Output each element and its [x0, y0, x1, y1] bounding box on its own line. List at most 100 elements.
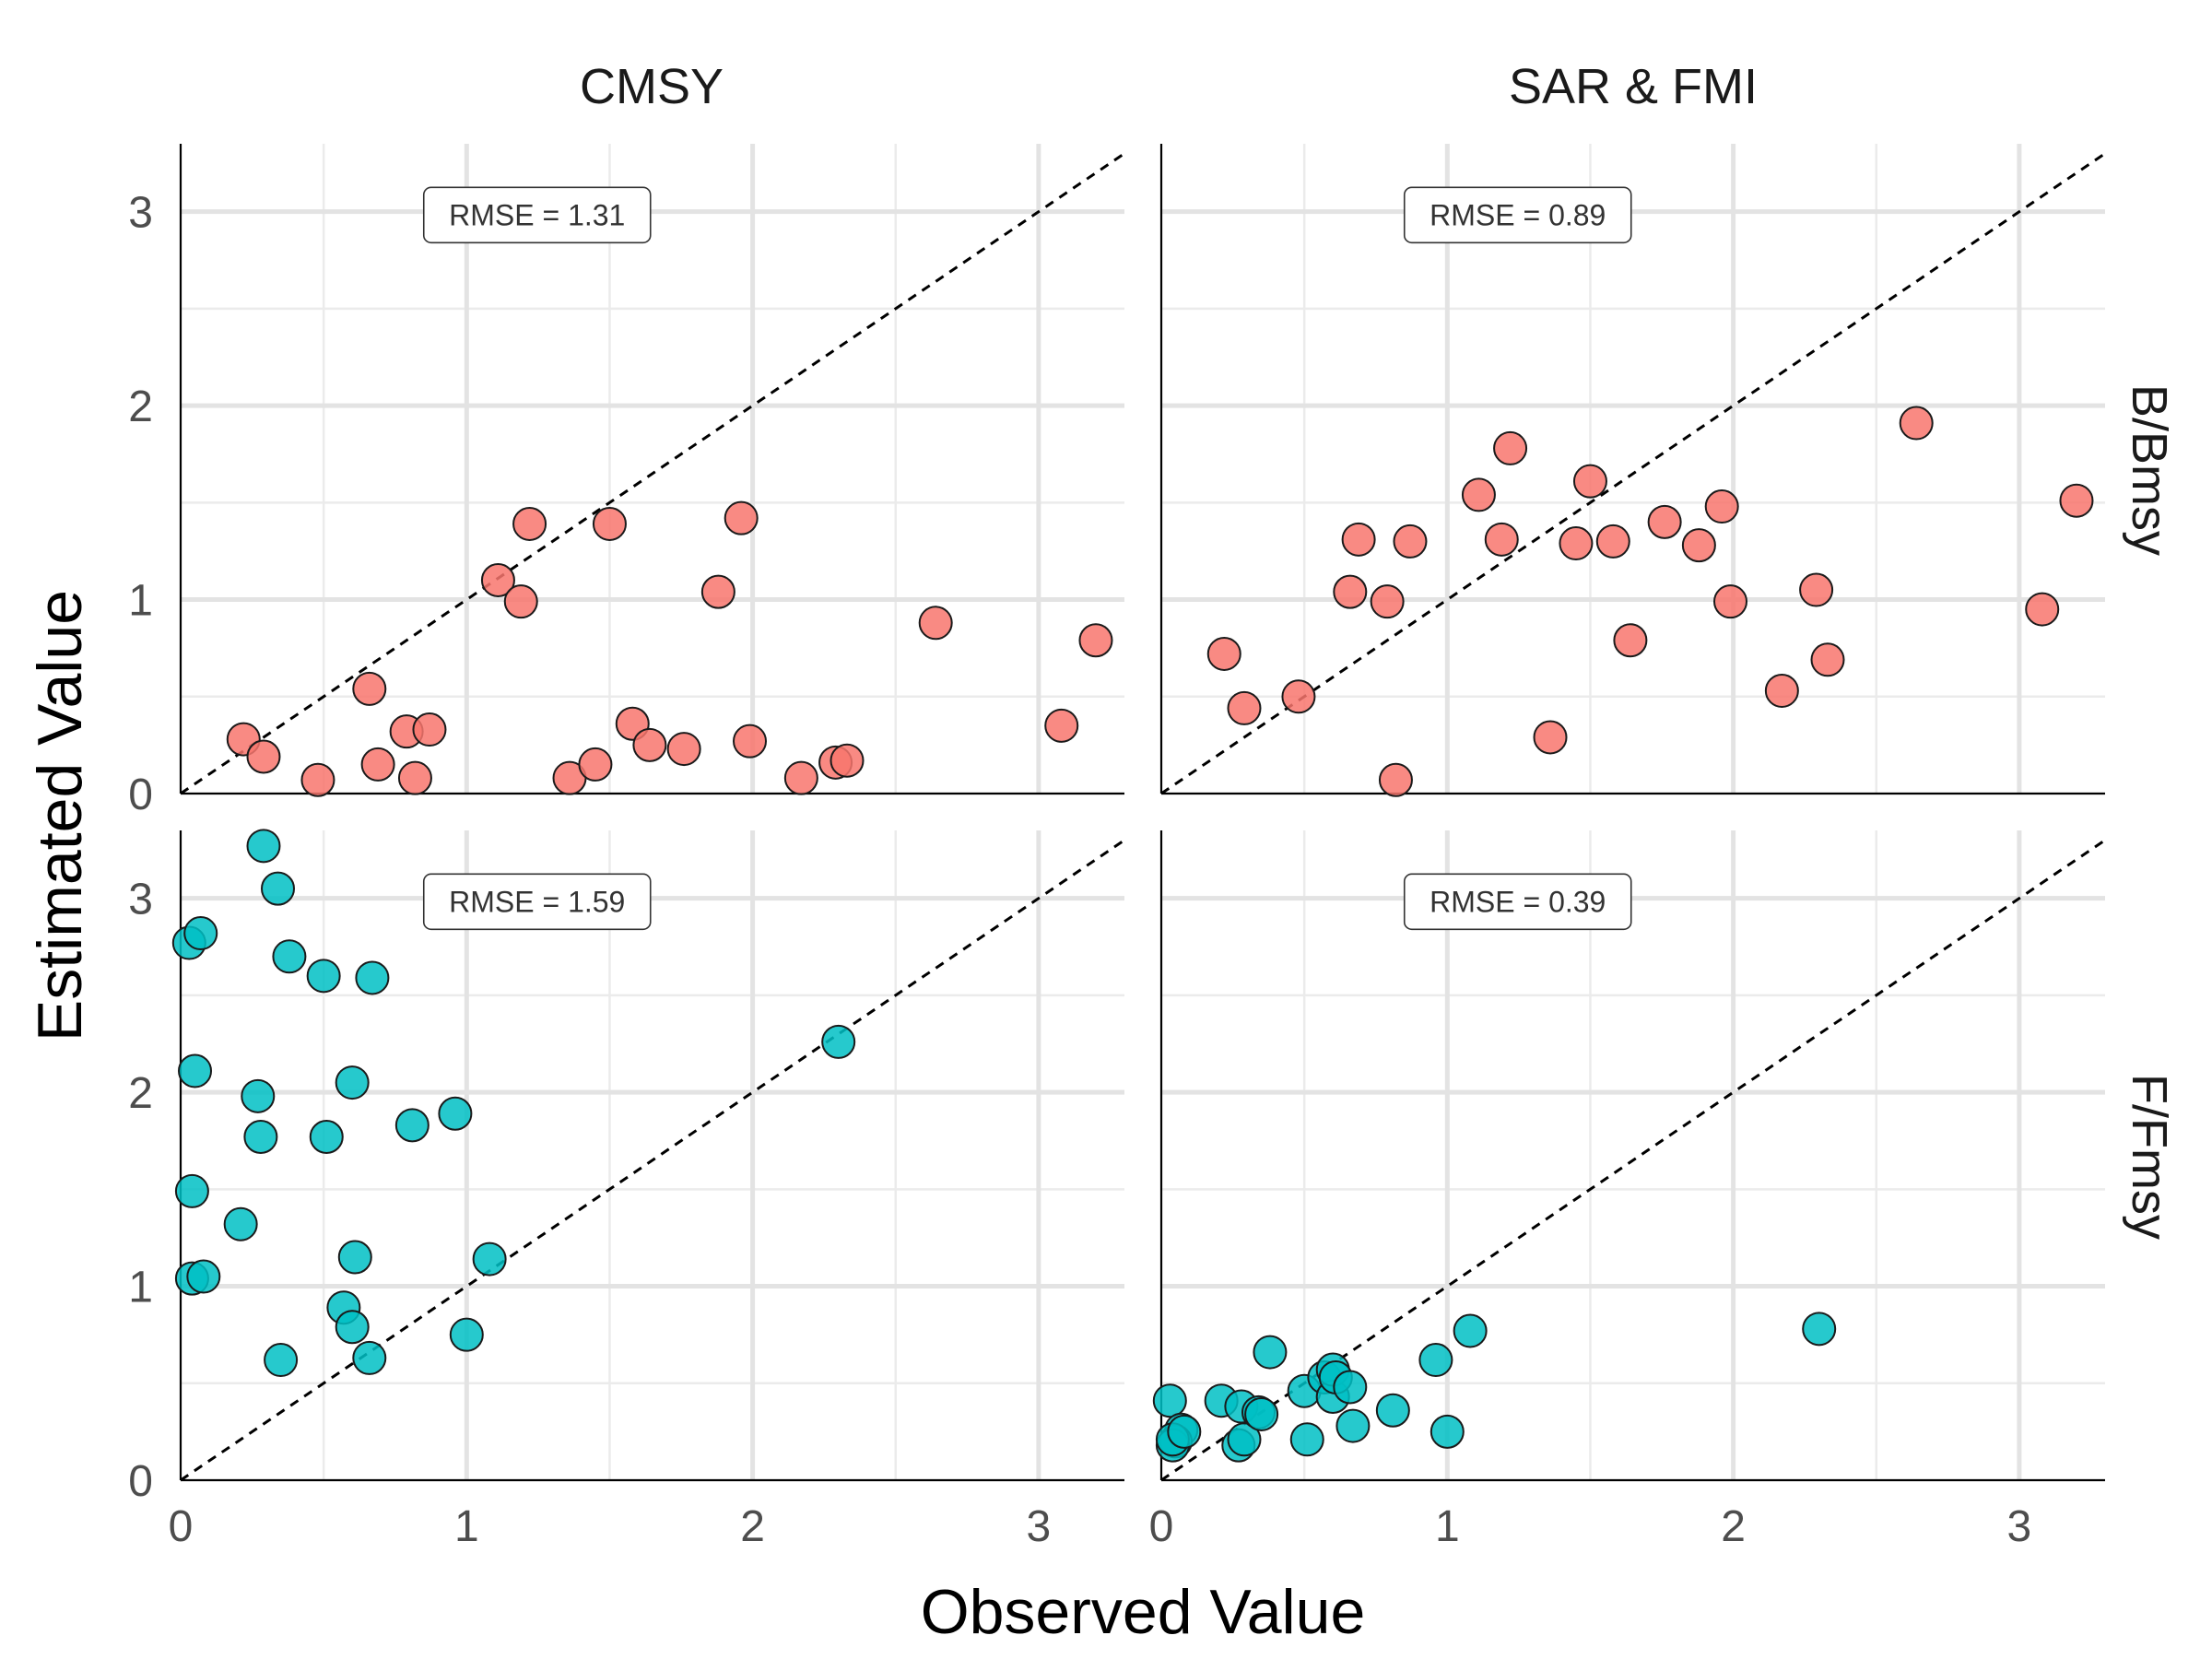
data-point: [1335, 1408, 1371, 1443]
data-point: [1764, 673, 1799, 708]
data-point: [246, 739, 281, 774]
data-point: [724, 500, 759, 535]
data-point: [592, 506, 627, 541]
data-point: [1713, 584, 1748, 619]
data-point: [1559, 526, 1594, 561]
data-point: [335, 1310, 370, 1345]
data-point: [1370, 584, 1405, 619]
data-point: [2025, 592, 2060, 627]
data-point: [1281, 679, 1316, 714]
data-point: [1493, 430, 1528, 465]
data-point: [1341, 522, 1376, 557]
data-point: [1253, 1335, 1288, 1370]
data-point: [186, 1259, 221, 1294]
data-point: [1484, 522, 1519, 557]
data-point: [1647, 504, 1682, 539]
data-point: [412, 712, 447, 747]
x-tick-label: 3: [2007, 1502, 2032, 1551]
x-axis-title: Observed Value: [921, 1577, 1366, 1647]
data-point: [272, 939, 307, 974]
data-point: [1333, 1370, 1368, 1405]
data-point: [438, 1096, 473, 1131]
data-point: [1227, 690, 1262, 725]
y-tick-label: 2: [128, 1069, 153, 1118]
strip-row-ffmsy: F/Fmsy: [2122, 1074, 2177, 1240]
data-point: [1378, 762, 1413, 797]
data-point: [360, 747, 395, 782]
data-point: [1244, 1396, 1279, 1431]
rmse-label: RMSE = 0.39: [1430, 885, 1606, 918]
rmse-label: RMSE = 1.59: [449, 885, 625, 918]
data-point: [1572, 464, 1607, 499]
data-point: [1681, 528, 1716, 563]
data-point: [503, 584, 538, 619]
data-point: [241, 1078, 276, 1113]
data-point: [1899, 406, 1934, 441]
rmse-box: [1403, 873, 1632, 931]
x-tick-label: 1: [454, 1502, 479, 1551]
data-point: [632, 727, 667, 762]
y-tick-label: 3: [128, 189, 153, 238]
data-point: [1289, 1422, 1324, 1457]
data-point: [1704, 489, 1739, 524]
data-point: [264, 1343, 299, 1378]
data-point: [1167, 1414, 1202, 1449]
data-point: [830, 743, 865, 778]
data-point: [1152, 1383, 1187, 1418]
identity-line: [1160, 152, 2106, 795]
data-point: [666, 732, 701, 767]
data-point: [397, 760, 432, 795]
panel-cmsy-f-fmsy: RMSE = 1.59 0 1 2 3 0 1 2 3: [128, 829, 1125, 1551]
panel-sar-fmi-b-bmsy: RMSE = 0.89: [1159, 144, 2106, 797]
data-point: [261, 871, 296, 906]
y-tick-label: 3: [128, 876, 153, 924]
strip-col-cmsy: CMSY: [580, 59, 724, 114]
identity-line: [180, 152, 1125, 795]
data-point: [449, 1317, 484, 1352]
data-point: [1613, 623, 1648, 658]
data-point: [1393, 524, 1428, 559]
x-tick-label: 3: [1027, 1502, 1052, 1551]
data-point: [733, 724, 768, 759]
data-point: [337, 1240, 372, 1275]
data-point: [243, 1120, 278, 1155]
rmse-box: [422, 186, 652, 244]
data-point: [394, 1108, 429, 1143]
identity-line: [180, 839, 1125, 1482]
data-point: [1461, 477, 1496, 512]
data-point: [480, 563, 515, 598]
data-point: [178, 1053, 213, 1088]
x-tick-label: 0: [169, 1502, 194, 1551]
rmse-box: [1403, 186, 1632, 244]
data-point: [183, 916, 218, 951]
data-point: [512, 506, 547, 541]
data-point: [700, 574, 735, 609]
y-tick-label: 1: [128, 1264, 153, 1312]
data-point: [223, 1206, 258, 1241]
panel-cmsy-b-bmsy: RMSE = 1.31 0 1 2 3: [128, 144, 1125, 819]
x-tick-label: 1: [1435, 1502, 1460, 1551]
y-tick-label: 2: [128, 382, 153, 431]
data-point: [300, 762, 335, 797]
data-point: [1810, 642, 1845, 677]
data-point: [1799, 572, 1834, 607]
data-point: [821, 1024, 856, 1059]
strip-labels: CMSY SAR & FMI B/Bmsy F/Fmsy: [580, 59, 2177, 1240]
y-tick-label: 0: [128, 1457, 153, 1506]
data-point: [1595, 524, 1630, 559]
data-point: [1044, 708, 1079, 743]
y-tick-label: 1: [128, 577, 153, 626]
data-point: [355, 960, 390, 995]
x-tick-label: 0: [1149, 1502, 1174, 1551]
data-point: [472, 1241, 507, 1277]
strip-col-sar-fmi: SAR & FMI: [1509, 59, 1758, 114]
x-tick-label: 2: [1721, 1502, 1746, 1551]
data-point: [578, 747, 613, 782]
data-point: [1078, 623, 1113, 658]
data-point: [246, 829, 281, 864]
data-point: [306, 959, 341, 994]
data-point: [1375, 1393, 1410, 1428]
strip-row-bbmsy: B/Bmsy: [2122, 384, 2177, 556]
data-point: [174, 1173, 209, 1208]
